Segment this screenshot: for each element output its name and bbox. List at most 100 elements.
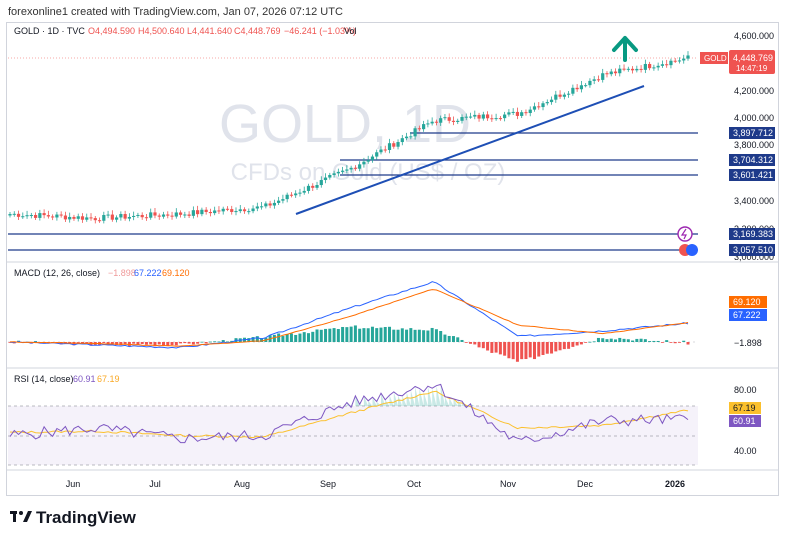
candle-body	[272, 202, 276, 206]
macd-hist-bar	[349, 326, 353, 342]
macd-hist-bar	[272, 334, 276, 342]
bar-countdown: 14:47:19	[736, 64, 768, 73]
macd-hist-bar	[332, 328, 336, 342]
macd-hist-bar	[524, 342, 528, 360]
candle-body	[400, 138, 404, 143]
candle-body	[46, 215, 50, 217]
macd-hist-bar	[123, 342, 127, 344]
candle-body	[532, 106, 537, 110]
horizontal-levels[interactable]	[8, 132, 698, 251]
macd-hist-bar	[144, 342, 148, 345]
price-tick: 3,000.000	[734, 252, 774, 262]
macd-badge	[729, 309, 767, 321]
macd-value: 67.222	[134, 268, 162, 278]
macd-hist-bar	[294, 334, 298, 342]
macd-hist-bar	[520, 342, 524, 360]
candle-body	[213, 210, 217, 214]
macd-hist-bar	[136, 342, 140, 345]
macd-hist-value: −1.898	[108, 268, 136, 278]
macd-hist-bar	[618, 337, 622, 342]
macd-hist-bar	[285, 333, 289, 342]
candle-body	[42, 213, 46, 216]
candle-body	[494, 118, 498, 120]
candle-body	[319, 180, 323, 186]
up-arrow-icon	[612, 36, 638, 62]
macd-signal-value: 69.120	[162, 268, 190, 278]
macd-hist-bar	[400, 328, 404, 342]
rsi-ma-value: 67.19	[97, 374, 120, 384]
macd-hist-bar	[251, 337, 255, 342]
macd-hist-bar	[682, 340, 686, 342]
candle-body	[221, 208, 225, 212]
macd-hist-bar	[230, 340, 234, 342]
candle-body	[80, 216, 85, 220]
candle-body	[596, 79, 601, 81]
macd-hist-bar	[592, 341, 596, 343]
price-tick: 4,200.000	[734, 86, 774, 96]
candle-body	[311, 185, 315, 188]
candle-body	[409, 136, 413, 138]
candle-body	[417, 128, 421, 130]
candle-body	[191, 210, 195, 216]
candle-body	[200, 209, 204, 215]
macd-hist-bar	[473, 342, 477, 345]
candle-body	[622, 68, 626, 70]
macd-hist-bar	[409, 328, 413, 342]
rsi-ma-badge-value: 67.19	[733, 403, 756, 413]
macd-hist-bar	[469, 342, 473, 344]
candle-body	[503, 114, 507, 119]
candle-body	[259, 206, 264, 208]
support-trendline[interactable]	[295, 85, 645, 215]
candle-body	[571, 87, 575, 94]
price-tick: 3,400.000	[734, 196, 774, 206]
candle-body	[247, 211, 251, 213]
legend-high: H4,500.640	[138, 26, 185, 36]
lightning-icon[interactable]	[677, 226, 693, 242]
candle-body	[511, 111, 515, 113]
time-tick: Sep	[320, 479, 336, 489]
macd-hist-bar	[648, 341, 652, 342]
candle-body	[29, 215, 33, 217]
candle-body	[588, 80, 592, 86]
macd-hist-bar	[413, 329, 417, 342]
macd-hist-bar	[507, 342, 511, 359]
macd-hist-bar	[545, 342, 549, 354]
candle-body	[187, 214, 191, 216]
candle-body	[630, 68, 635, 71]
candle-body	[549, 99, 554, 103]
macd-hist-bar	[417, 329, 421, 342]
macd-hist-bar	[166, 342, 170, 347]
macd-hist-bar	[383, 326, 387, 342]
price-axis[interactable]: 4,600.000 4,200.000 4,000.000 3,800.000 …	[677, 31, 775, 262]
time-axis[interactable]: Jun Jul Aug Sep Oct Nov Dec 2026	[66, 479, 685, 489]
macd-hist-bar	[673, 342, 677, 344]
candle-body	[605, 73, 609, 75]
tv-icon	[10, 509, 32, 528]
macd-hist-bar	[179, 342, 183, 344]
macd-hist-bar	[686, 342, 690, 345]
candle-body	[447, 117, 451, 121]
candle-body	[652, 67, 656, 69]
candle-body	[515, 111, 520, 116]
candle-body	[123, 214, 127, 219]
macd-hist-bar	[106, 342, 110, 344]
candle-body	[524, 112, 528, 114]
macd-hist-bar	[588, 341, 592, 343]
candle-body	[161, 214, 166, 217]
tradingview-logo[interactable]: TradingView	[10, 508, 136, 528]
flags-icon[interactable]	[679, 244, 698, 256]
time-tick: Aug	[234, 479, 250, 489]
macd-hist-bar	[72, 342, 76, 346]
candle-body	[264, 203, 268, 207]
macd-hist-bar	[174, 342, 178, 346]
macd-hist-bar	[447, 335, 451, 342]
candle-body	[422, 124, 426, 130]
candle-body	[669, 60, 673, 66]
macd-hist-bar	[388, 326, 392, 342]
level-label-bg	[729, 154, 775, 166]
candle-body	[498, 118, 502, 120]
candle-body	[16, 213, 21, 217]
candle-body	[541, 103, 545, 108]
macd-hist-bar	[622, 338, 626, 342]
